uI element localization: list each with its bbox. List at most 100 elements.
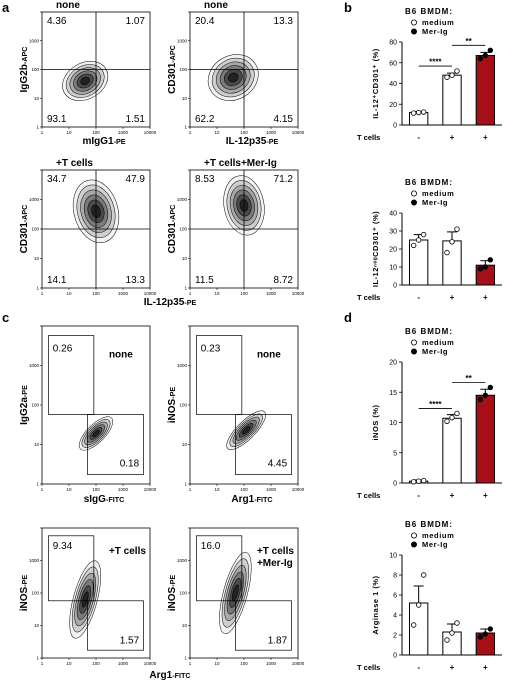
gate-value: 4.45 <box>268 459 288 470</box>
y-tick-label: 100 <box>31 591 39 596</box>
axis-label-marker: CD301 <box>19 222 30 254</box>
y-tick-label: 100 <box>31 227 39 232</box>
gate <box>235 414 292 475</box>
y-tick-label: 1 <box>36 125 39 130</box>
row-label: T cells <box>357 491 380 500</box>
panel-letter: a <box>2 0 10 15</box>
bar <box>475 54 495 126</box>
legend-marker <box>410 19 417 26</box>
y-tick-label: 1 <box>184 656 187 661</box>
legend-label: Mer-Ig <box>422 540 448 549</box>
axis-label-fluor: -PE <box>20 385 29 397</box>
y-tick-label: 10 <box>34 96 40 101</box>
axis-label-marker: sIgG <box>84 494 106 505</box>
x-tick-label: 1000 <box>118 291 129 296</box>
y-tick-label: 1 <box>36 482 39 487</box>
x-tick-label: 10000 <box>292 291 305 296</box>
x-tick-label: 100 <box>92 291 100 296</box>
axis-label: CD301-APC <box>19 205 30 254</box>
panel-letter: d <box>344 310 352 325</box>
row-label: T cells <box>357 133 380 142</box>
gate <box>48 535 95 602</box>
plot-title: +T cells <box>56 158 93 169</box>
y-tick-label: 1000 <box>177 558 188 563</box>
data-point <box>444 418 450 424</box>
x-tick-label: 100 <box>240 130 248 135</box>
axis-label-fluor: -APC <box>168 45 177 63</box>
axis-label: IL-12p35-PE <box>226 136 279 147</box>
x-tick-label: 1 <box>41 661 44 666</box>
y-tick-label: 20 <box>389 247 397 254</box>
y-tick-label: 1000 <box>177 363 188 368</box>
data-point <box>449 239 455 245</box>
quadrant-value: 1.51 <box>126 114 146 125</box>
gate <box>48 335 95 415</box>
legend-label: Mer-Ig <box>422 27 448 36</box>
quadrant-value: 13.3 <box>126 275 146 286</box>
axis-label: iNOS-PE <box>167 387 178 424</box>
x-tick-label: 1000 <box>266 130 277 135</box>
data-point <box>415 602 422 608</box>
y-tick-label: 60 <box>389 60 397 67</box>
quadrant-value: 8.72 <box>274 275 294 286</box>
x-tick-label: 1 <box>189 291 192 296</box>
axis-label-fluor: -FITC <box>106 495 124 504</box>
y-tick-label: 1 <box>184 125 187 130</box>
axis-label: sIgG-FITC <box>84 494 125 505</box>
axis-label-fluor: -PE <box>20 575 29 587</box>
y-tick-label: 100 <box>31 67 39 72</box>
category-label: + <box>483 663 488 672</box>
y-tick-label: 30 <box>389 229 397 236</box>
y-tick-label: 1000 <box>29 558 40 563</box>
axis-label-marker: iNOS <box>167 398 178 423</box>
x-tick-label: 10 <box>66 661 72 666</box>
category-label: + <box>450 293 455 302</box>
plot-title: +T cells+Mer-Ig <box>204 158 277 169</box>
y-tick-label: 0 <box>393 123 397 130</box>
category-label: + <box>450 133 455 142</box>
gate-value: 9.34 <box>53 541 73 552</box>
x-tick-label: 1000 <box>266 487 277 492</box>
density-contour <box>242 426 251 435</box>
legend-label: Mer-Ig <box>422 198 448 207</box>
x-tick-label: 10 <box>66 130 72 135</box>
legend-label: Mer-Ig <box>422 347 448 356</box>
plot-frame <box>189 325 299 485</box>
y-tick-label: 1 <box>36 286 39 291</box>
x-tick-label: 10 <box>214 130 220 135</box>
bar <box>475 394 495 484</box>
axis-label-marker: mIgG1 <box>82 136 114 147</box>
gate-value: 1.57 <box>120 636 140 647</box>
bar <box>409 602 429 656</box>
data-point <box>477 55 484 62</box>
quadrant-value: 4.36 <box>47 16 67 27</box>
x-tick-label: 100 <box>240 291 248 296</box>
axis-label-fluor: -PE <box>114 137 126 146</box>
x-tick-label: 10000 <box>144 487 157 492</box>
axis-label-fluor: -FITC <box>254 495 272 504</box>
x-tick-label: 100 <box>92 661 100 666</box>
data-point <box>482 52 489 59</box>
x-tick-label: 10 <box>66 487 72 492</box>
condition-label: +T cells <box>109 546 146 557</box>
axis-label-fluor: -PE <box>184 298 196 307</box>
axis-label: IgG2a-PE <box>19 385 30 425</box>
legend-marker <box>410 348 417 355</box>
quadrant-value: 20.4 <box>195 16 215 27</box>
data-point <box>449 72 455 78</box>
axis-label: CD301-APC <box>167 205 178 254</box>
x-tick-label: 1 <box>189 487 192 492</box>
bar <box>442 240 462 286</box>
data-point <box>487 47 494 53</box>
data-point <box>410 242 417 249</box>
density-contour <box>92 429 100 438</box>
quadrant-value: 62.2 <box>195 114 215 125</box>
panel-letter: b <box>344 0 352 15</box>
y-tick-label: 0 <box>393 653 397 660</box>
gate <box>87 414 144 475</box>
data-point <box>482 264 489 270</box>
axis-label: Arg1-FITC <box>149 670 190 681</box>
x-tick-label: 1000 <box>118 487 129 492</box>
gate <box>87 600 144 651</box>
bar <box>442 74 462 126</box>
